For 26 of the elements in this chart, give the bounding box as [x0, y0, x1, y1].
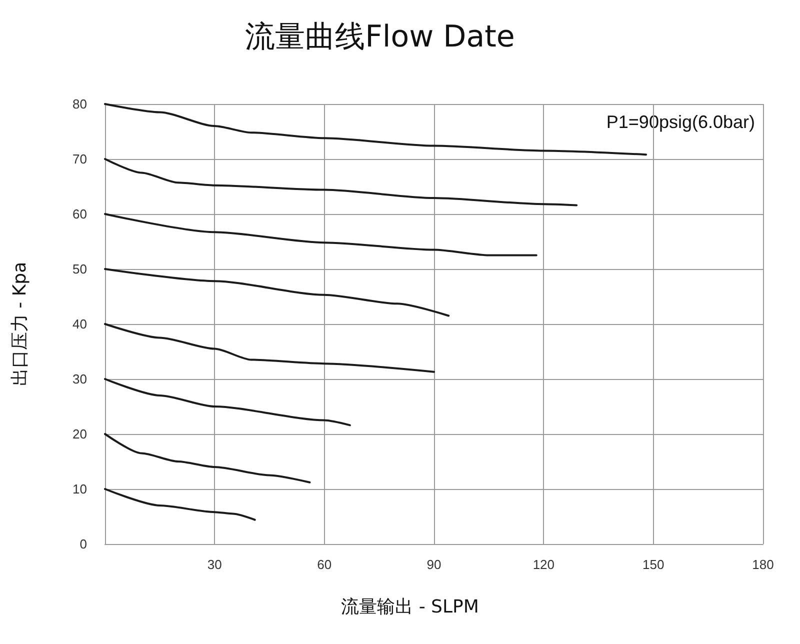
- y-tick-label: 30: [72, 372, 87, 386]
- y-axis-title: 出口压力 - Kpa: [10, 262, 30, 386]
- line-series: [104, 378, 351, 426]
- x-tick-label: 30: [207, 557, 222, 572]
- y-tick-label: 20: [72, 426, 87, 442]
- y-tick-label: 50: [72, 262, 87, 276]
- y-tick-label: 60: [72, 206, 87, 222]
- x-tick-label: 120: [532, 557, 555, 572]
- x-tick-label: 90: [426, 557, 442, 572]
- y-tick-label: 0: [80, 536, 87, 552]
- x-tick-label: 180: [752, 557, 774, 572]
- chart-title: 流量曲线Flow Date: [245, 20, 515, 54]
- line-series: [104, 158, 578, 206]
- line-series: [104, 488, 256, 521]
- y-tick-label: 80: [72, 96, 87, 112]
- line-series: [104, 323, 435, 373]
- line-series: [104, 268, 450, 317]
- x-tick-label: 60: [317, 557, 332, 572]
- x-axis-title: 流量输出 - SLPM: [341, 596, 479, 618]
- y-tick-label: 40: [72, 316, 87, 332]
- x-tick-label: 150: [642, 557, 664, 572]
- line-series: [104, 213, 538, 256]
- y-tick-label: 70: [72, 152, 87, 166]
- annotation: P1=90psig(6.0bar): [606, 112, 756, 132]
- y-tick-label: 10: [72, 482, 87, 496]
- line-series: [104, 433, 311, 484]
